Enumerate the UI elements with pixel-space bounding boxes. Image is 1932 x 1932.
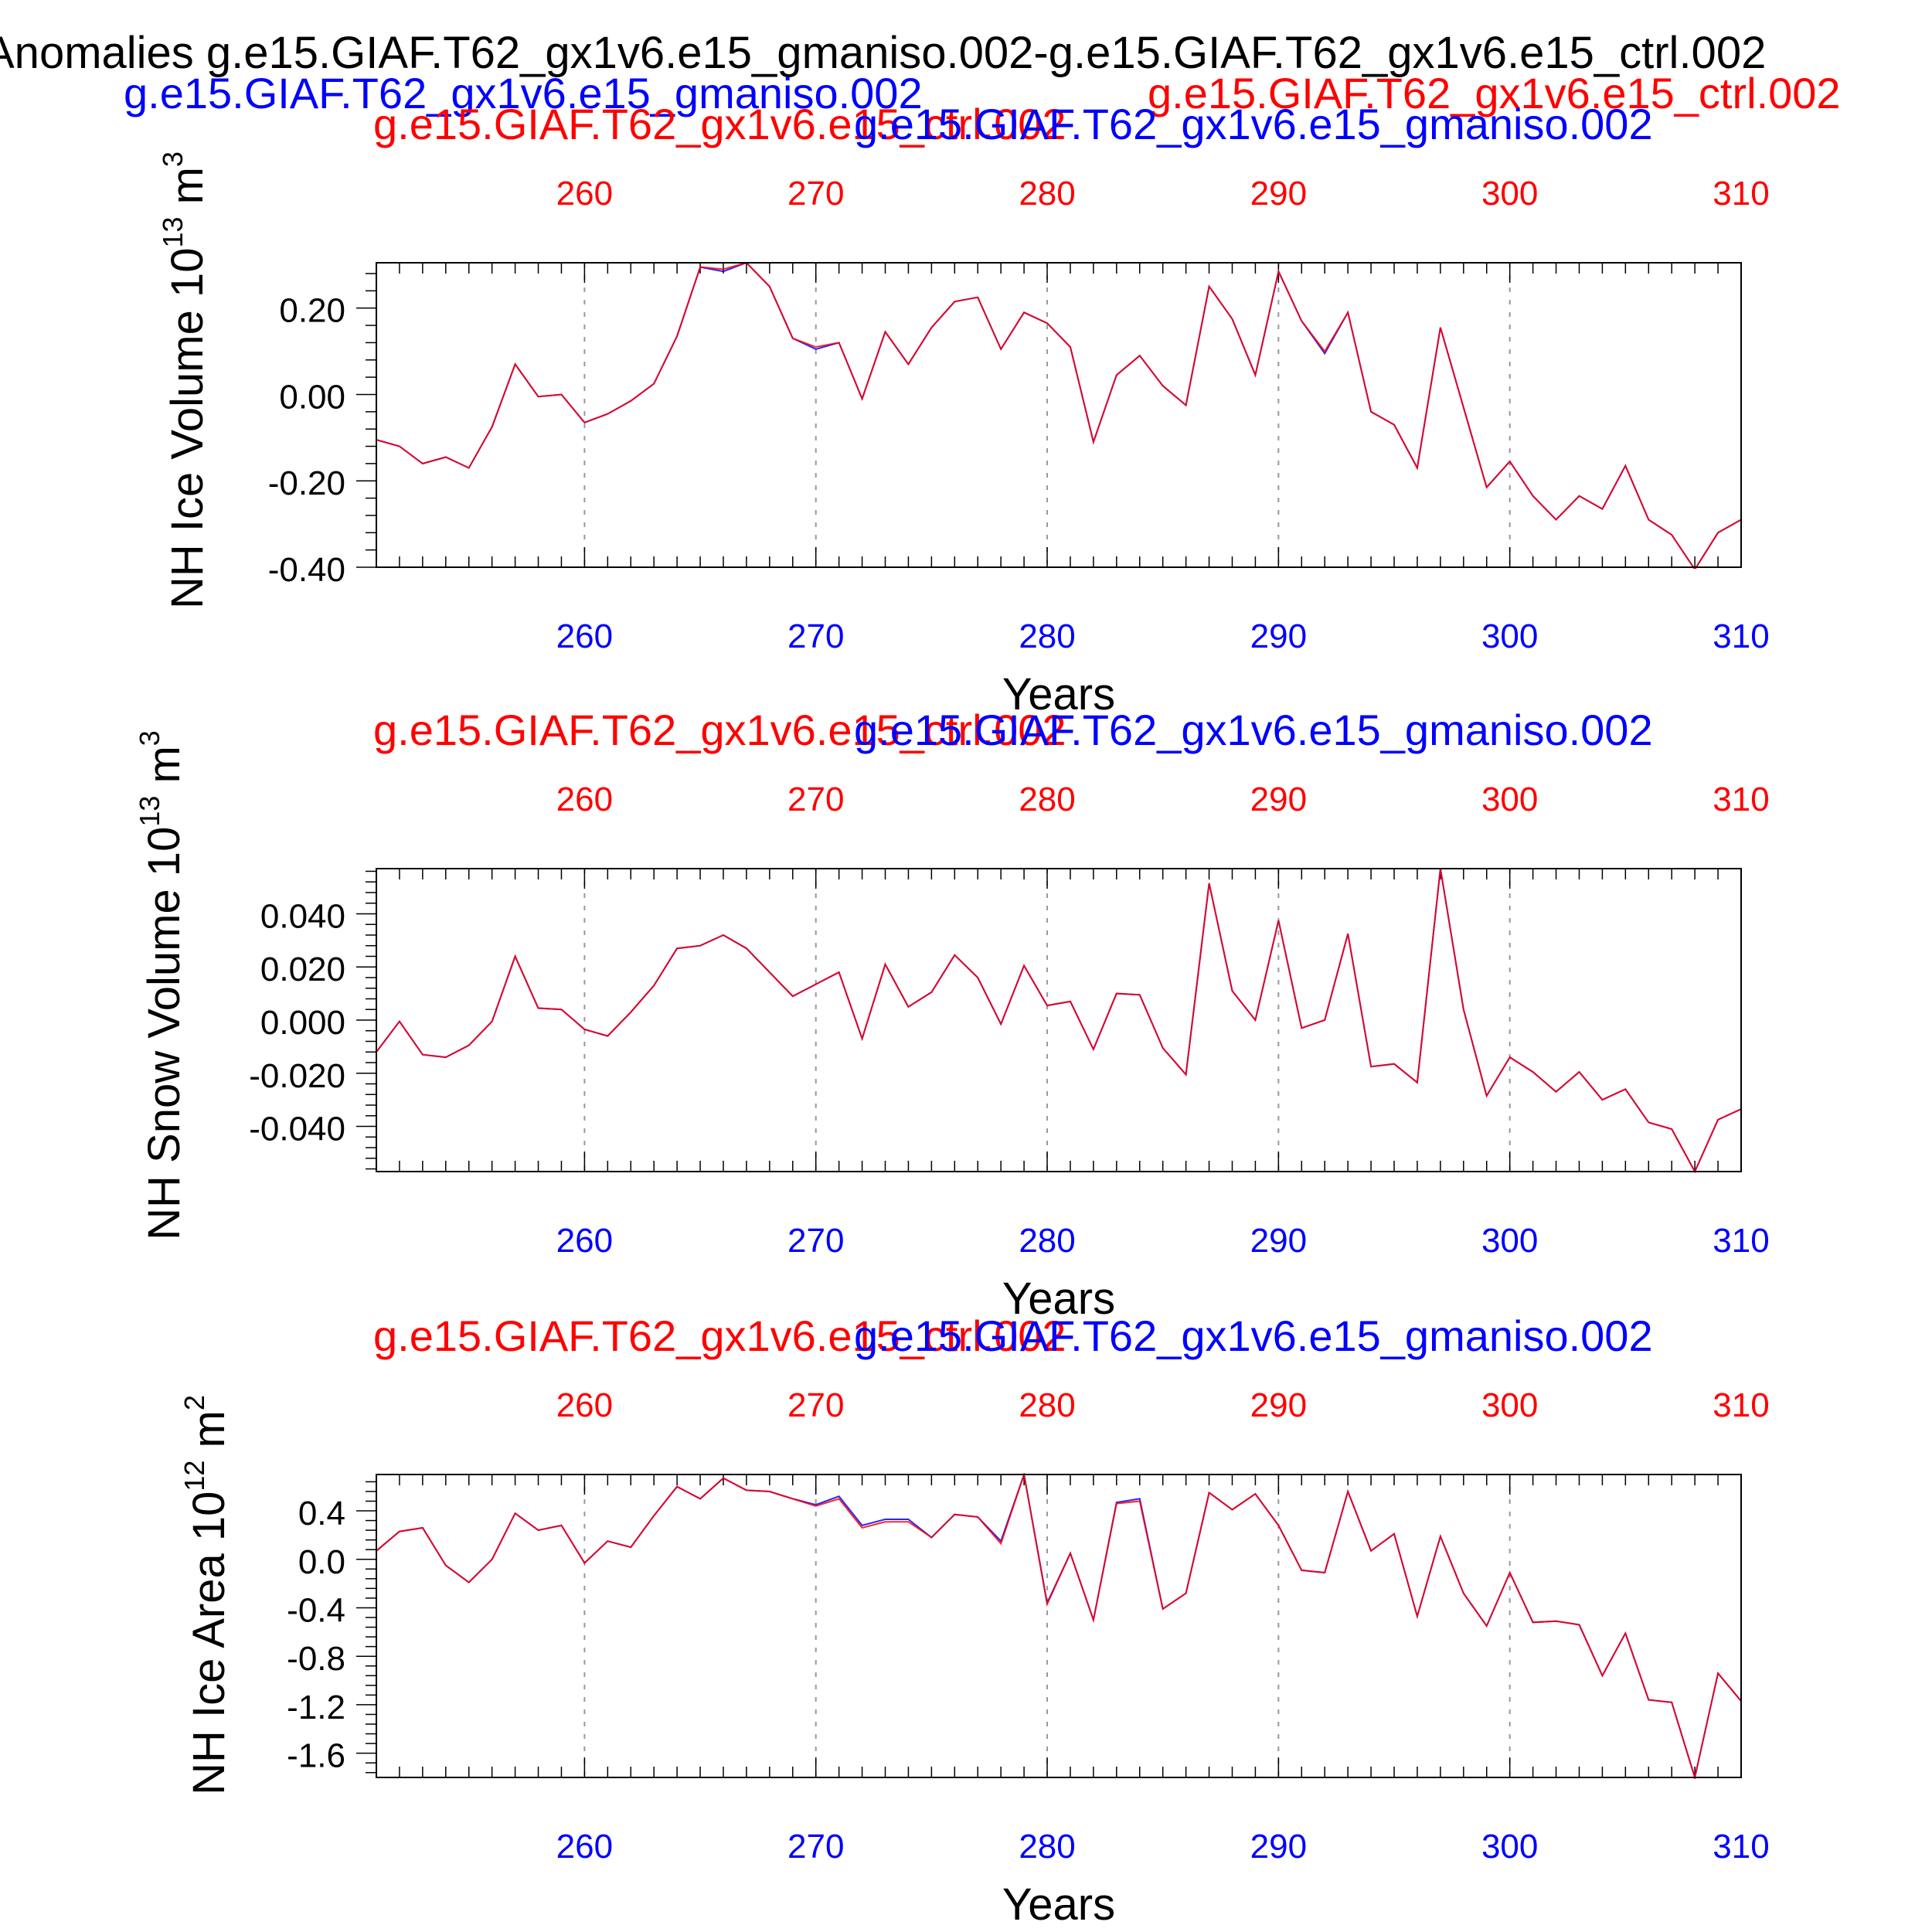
y-tick-label: 0.00: [279, 378, 345, 416]
y-tick-label: 0.020: [260, 951, 345, 988]
y-axis-title-unit-exponent: 3: [134, 730, 165, 746]
y-tick-label: -0.8: [287, 1640, 345, 1678]
x-tick-label-bottom: 310: [1713, 1828, 1769, 1866]
x-tick-label-bottom: 260: [556, 617, 613, 655]
chart-panel-ice-area: g.e15.GIAF.T62_gx1v6.e15_ctrl.002g.e15.G…: [179, 1311, 1770, 1930]
x-axis-title: Years: [1002, 1274, 1115, 1324]
x-tick-label-top: 270: [787, 781, 844, 818]
x-axis-title: Years: [1002, 669, 1115, 719]
top-label-red: g.e15.GIAF.T62_gx1v6.e15_ctrl.002: [373, 100, 1066, 148]
y-axis-title-unit: m: [162, 167, 213, 216]
y-axis-title-main: NH Snow Volume 10: [139, 827, 189, 1240]
y-tick-label: 0.040: [260, 897, 345, 935]
plot-frame: [376, 868, 1742, 1172]
y-tick-label: -1.2: [287, 1689, 345, 1726]
x-tick-label-bottom: 300: [1481, 1222, 1538, 1260]
plot-frame: [376, 1474, 1742, 1778]
y-axis-title: NH Snow Volume 1013 m3: [134, 730, 189, 1240]
series-line-red: [376, 261, 1741, 569]
x-tick-label-bottom: 270: [787, 1828, 844, 1866]
y-axis-title-unit-exponent: 2: [179, 1395, 210, 1410]
x-tick-label-top: 270: [787, 1386, 844, 1424]
series-line-red: [376, 868, 1741, 1173]
y-tick-label: 0.0: [298, 1543, 345, 1581]
x-tick-label-top: 290: [1250, 781, 1307, 818]
x-tick-label-top: 310: [1713, 1386, 1769, 1424]
x-tick-label-top: 280: [1019, 1386, 1075, 1424]
y-tick-label: 0.000: [260, 1004, 345, 1042]
y-tick-label: -0.40: [268, 551, 345, 589]
x-tick-label-top: 260: [556, 781, 613, 818]
x-tick-label-top: 310: [1713, 175, 1769, 213]
y-axis-title-main: NH Ice Volume 10: [162, 248, 213, 609]
x-tick-label-bottom: 280: [1019, 1222, 1075, 1260]
x-tick-label-bottom: 270: [787, 617, 844, 655]
y-tick-label: -0.040: [249, 1111, 345, 1148]
x-tick-label-bottom: 260: [556, 1222, 613, 1260]
y-axis-title-exponent: 12: [179, 1461, 210, 1492]
y-axis-title: NH Ice Volume 1013 m3: [157, 151, 213, 609]
x-tick-label-top: 310: [1713, 781, 1769, 818]
series-line-blue: [376, 868, 1741, 1173]
x-tick-label-top: 290: [1250, 175, 1307, 213]
x-tick-label-top: 270: [787, 175, 844, 213]
x-tick-label-bottom: 260: [556, 1828, 613, 1866]
series-line-blue: [376, 261, 1741, 569]
case-label-blue: g.e15.GIAF.T62_gx1v6.e15_gmaniso.002: [124, 69, 923, 117]
x-tick-label-top: 300: [1481, 175, 1538, 213]
y-axis-title-unit: m: [184, 1410, 234, 1460]
top-label-blue: g.e15.GIAF.T62_gx1v6.e15_gmaniso.002: [854, 100, 1653, 148]
case-label-red: g.e15.GIAF.T62_gx1v6.e15_ctrl.002: [1148, 69, 1841, 117]
chart-panel-snow-volume: g.e15.GIAF.T62_gx1v6.e15_ctrl.002g.e15.G…: [134, 706, 1770, 1324]
figure-title: Anomalies g.e15.GIAF.T62_gx1v6.e15_gmani…: [0, 28, 1766, 78]
x-tick-label-bottom: 290: [1250, 617, 1307, 655]
x-tick-label-top: 280: [1019, 175, 1075, 213]
x-tick-label-top: 300: [1481, 1386, 1538, 1424]
series-line-red: [376, 1474, 1741, 1779]
y-axis-title-unit-exponent: 3: [157, 151, 189, 167]
y-tick-label: -0.4: [287, 1591, 345, 1629]
x-tick-label-bottom: 300: [1481, 1828, 1538, 1866]
y-tick-label: 0.20: [279, 292, 345, 330]
x-tick-label-top: 280: [1019, 781, 1075, 818]
plot-frame: [376, 262, 1742, 568]
x-tick-label-bottom: 290: [1250, 1828, 1307, 1866]
top-label-red: g.e15.GIAF.T62_gx1v6.e15_ctrl.002: [373, 706, 1066, 754]
x-tick-label-bottom: 280: [1019, 1828, 1075, 1866]
y-axis-title-exponent: 13: [157, 216, 189, 247]
x-tick-label-bottom: 270: [787, 1222, 844, 1260]
x-tick-label-top: 260: [556, 175, 613, 213]
top-label-red: g.e15.GIAF.T62_gx1v6.e15_ctrl.002: [373, 1311, 1066, 1360]
y-axis-title: NH Ice Area 1012 m2: [179, 1395, 234, 1795]
y-axis-title-exponent: 13: [134, 796, 165, 827]
series-line-blue: [376, 1473, 1741, 1779]
x-axis-title: Years: [1002, 1879, 1115, 1930]
y-axis-title-unit: m: [139, 746, 189, 795]
chart-panel-ice-volume: g.e15.GIAF.T62_gx1v6.e15_ctrl.002g.e15.G…: [157, 100, 1770, 719]
x-tick-label-bottom: 310: [1713, 617, 1769, 655]
x-tick-label-top: 260: [556, 1386, 613, 1424]
top-label-blue: g.e15.GIAF.T62_gx1v6.e15_gmaniso.002: [854, 1311, 1653, 1360]
x-tick-label-bottom: 310: [1713, 1222, 1769, 1260]
top-label-blue: g.e15.GIAF.T62_gx1v6.e15_gmaniso.002: [854, 706, 1653, 754]
x-tick-label-bottom: 280: [1019, 617, 1075, 655]
y-tick-label: -0.20: [268, 464, 345, 502]
x-tick-label-top: 290: [1250, 1386, 1307, 1424]
x-tick-label-bottom: 290: [1250, 1222, 1307, 1260]
y-tick-label: -0.020: [249, 1057, 345, 1095]
x-tick-label-bottom: 300: [1481, 617, 1538, 655]
y-tick-label: 0.4: [298, 1495, 345, 1532]
y-axis-title-main: NH Ice Area 10: [184, 1492, 234, 1795]
x-tick-label-top: 300: [1481, 781, 1538, 818]
y-tick-label: -1.6: [287, 1737, 345, 1775]
